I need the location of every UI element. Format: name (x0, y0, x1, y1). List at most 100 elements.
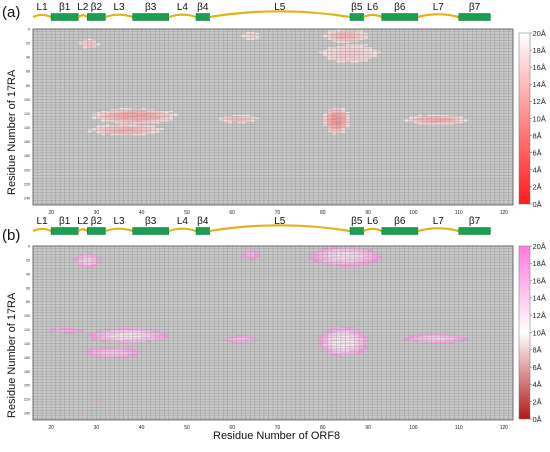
contact-cell (164, 110, 169, 113)
contact-cell (340, 33, 346, 35)
contact-cell (368, 257, 373, 259)
contact-cell (164, 335, 169, 337)
contact-cell (91, 45, 97, 48)
contact-cell (336, 55, 341, 58)
contact-cell (236, 120, 242, 122)
contact-cell (359, 262, 364, 265)
colorbar-tick-label: 20Å (533, 242, 546, 251)
contact-cell (454, 337, 459, 340)
contact-cell (141, 116, 147, 118)
contact-cell (141, 110, 147, 113)
contact-cell (150, 117, 156, 120)
contact-cell (96, 352, 101, 354)
contact-cell (354, 37, 360, 39)
contact-cell (100, 346, 106, 349)
contact-cell (363, 254, 369, 256)
contact-cell (119, 125, 124, 127)
contact-cell (340, 257, 346, 259)
contact-cell (109, 125, 115, 127)
contact-cell (417, 339, 423, 341)
contact-cell (232, 114, 237, 117)
contact-cell (137, 120, 142, 122)
contact-cell (449, 121, 455, 124)
contact-cell (345, 344, 350, 347)
contact-cell (100, 333, 106, 336)
contact-cell (114, 110, 120, 113)
contact-cell (363, 36, 369, 38)
contact-cell (440, 337, 446, 340)
contact-cell (132, 131, 138, 133)
contact-cell (345, 328, 350, 330)
contact-cell (345, 41, 350, 44)
contact-cell (327, 128, 332, 131)
contact-cell (132, 339, 138, 341)
contact-cell (123, 328, 129, 330)
contact-cell (327, 55, 332, 58)
contact-cell (340, 126, 346, 128)
contact-cell (368, 50, 373, 52)
contact-cell (327, 52, 332, 55)
contact-cell (250, 33, 255, 35)
contact-cell (354, 61, 360, 63)
contact-cell (150, 109, 156, 111)
contact-cell (236, 335, 242, 337)
contact-cell (331, 250, 337, 252)
contact-cell (155, 121, 160, 124)
contact-cell (349, 248, 355, 251)
contact-cell (345, 337, 350, 340)
contact-cell (359, 255, 364, 258)
contact-cell (331, 252, 337, 255)
contact-cell (363, 44, 369, 46)
contact-cell (413, 340, 418, 343)
contact-cell (245, 116, 251, 118)
contact-cell (363, 47, 369, 49)
contact-cell (340, 127, 346, 129)
contact-cell (336, 328, 341, 330)
contact-cell (340, 353, 346, 355)
contact-cell (100, 128, 106, 130)
contact-cell (132, 335, 138, 337)
contact-cell (318, 343, 323, 345)
contact-cell (119, 333, 124, 336)
contact-cell (100, 116, 106, 118)
contact-cell (87, 335, 92, 337)
contact-cell (345, 350, 350, 352)
contact-cell (408, 335, 414, 337)
contact-cell (349, 339, 355, 341)
contact-cell (417, 116, 423, 118)
y-tick-label: 180 (24, 154, 30, 158)
contact-cell (313, 252, 319, 255)
contact-cell (322, 120, 328, 122)
contact-cell (155, 112, 160, 114)
contact-cell (82, 259, 88, 262)
contact-cell (417, 114, 423, 117)
contact-cell (132, 349, 138, 352)
contact-cell (327, 350, 332, 352)
contact-cell (372, 251, 378, 253)
contact-cell (431, 121, 437, 124)
contact-cell (114, 349, 120, 352)
contact-cell (60, 329, 65, 331)
contact-cell (105, 335, 110, 337)
contact-cell (354, 57, 360, 59)
contact-cell (137, 335, 142, 337)
loop-segment (168, 227, 197, 233)
contact-cell (96, 125, 101, 127)
contact-cell (368, 47, 373, 49)
contact-cell (359, 335, 364, 337)
contact-cell (123, 113, 129, 115)
y-tick-label: 60 (26, 70, 30, 74)
contact-cell (336, 335, 341, 337)
contact-cell (123, 342, 129, 344)
contact-cell (349, 246, 355, 248)
contact-cell (227, 119, 233, 121)
contact-cell (327, 250, 332, 252)
contact-cell (150, 128, 156, 130)
contact-cell (322, 124, 328, 127)
contact-cell (340, 329, 346, 331)
y-tick-label: 0 (28, 245, 30, 249)
x-tick-label: 50 (184, 210, 190, 216)
contact-cell (322, 255, 328, 258)
contact-cell (363, 337, 369, 340)
contact-cell (331, 116, 337, 118)
